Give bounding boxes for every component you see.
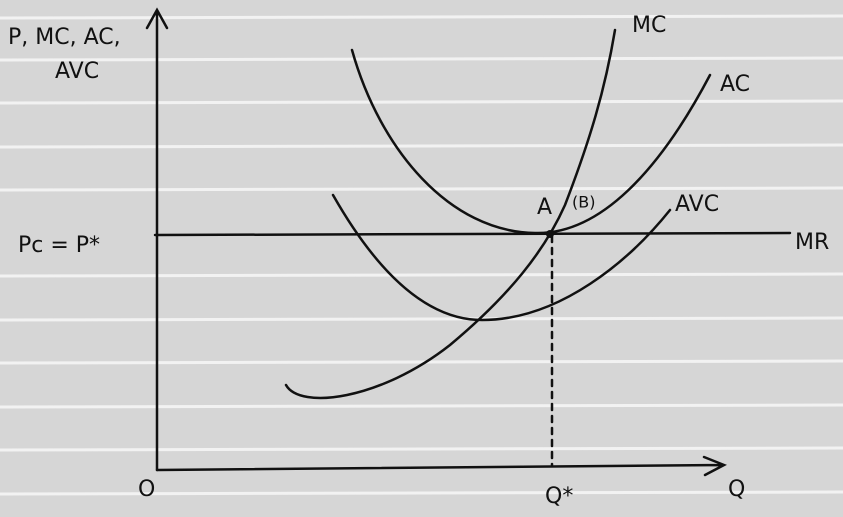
avc-label: AVC — [675, 192, 719, 217]
y-axis-label: P, MC, AC, — [8, 25, 121, 50]
point-b-label: (B) — [572, 193, 595, 212]
page: P, MC, AC, AVC O Q Q* Pc = P* MR MC AC A… — [0, 0, 843, 517]
origin-label: O — [138, 477, 155, 502]
quantity-label: Q* — [545, 484, 573, 509]
ac-label: AC — [720, 72, 750, 97]
y-axis-label: AVC — [55, 59, 99, 84]
paper — [0, 0, 843, 517]
mr-label: MR — [795, 230, 829, 255]
price-label: Pc = P* — [18, 233, 100, 258]
x-axis-label: Q — [728, 477, 745, 502]
mc-label: MC — [632, 13, 666, 38]
equilibrium-point — [546, 230, 554, 238]
diagram: P, MC, AC, AVC O Q Q* Pc = P* MR MC AC A… — [0, 0, 843, 517]
point-a-label: A — [537, 195, 552, 220]
